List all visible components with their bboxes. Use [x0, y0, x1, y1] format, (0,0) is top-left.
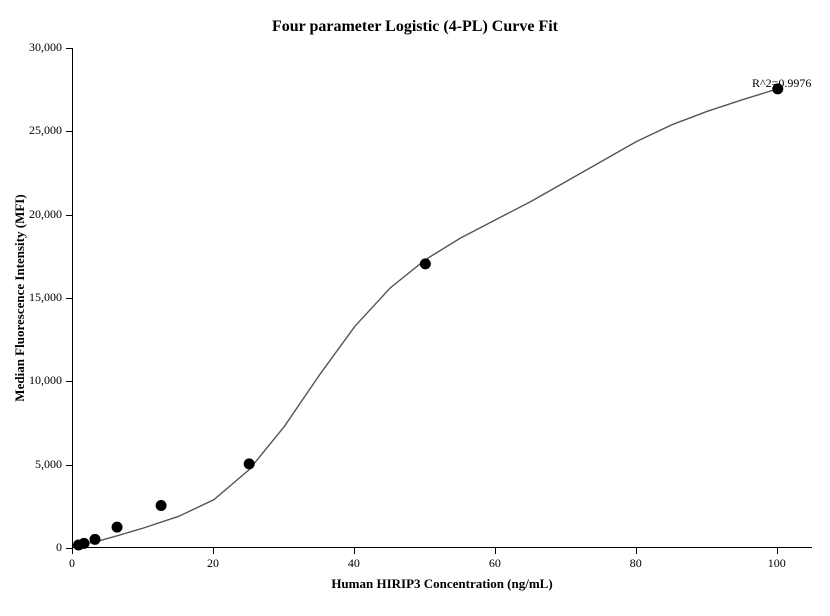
x-tick-mark [495, 548, 496, 554]
data-point [89, 534, 100, 545]
x-tick-mark [72, 548, 73, 554]
y-tick-label: 30,000 [0, 40, 62, 55]
y-tick-mark [66, 215, 72, 216]
r-squared-annotation: R^2=0.9976 [752, 76, 811, 91]
chart-title: Four parameter Logistic (4-PL) Curve Fit [0, 18, 830, 36]
data-point [156, 500, 167, 511]
data-point [420, 258, 431, 269]
x-axis-title: Human HIRIP3 Concentration (ng/mL) [72, 576, 812, 592]
x-tick-mark [213, 548, 214, 554]
data-point [244, 458, 255, 469]
y-tick-label: 20,000 [0, 207, 62, 222]
y-tick-mark [66, 381, 72, 382]
x-tick-label: 20 [193, 556, 233, 571]
y-tick-label: 10,000 [0, 373, 62, 388]
y-tick-label: 25,000 [0, 123, 62, 138]
fit-curve [73, 89, 778, 546]
plot-svg [73, 48, 812, 547]
y-tick-label: 5,000 [0, 457, 62, 472]
x-tick-mark [636, 548, 637, 554]
data-point [112, 522, 123, 533]
y-tick-mark [66, 465, 72, 466]
data-point [78, 538, 89, 549]
y-tick-mark [66, 131, 72, 132]
y-tick-label: 15,000 [0, 290, 62, 305]
plot-area [72, 48, 812, 548]
x-tick-label: 80 [616, 556, 656, 571]
x-tick-label: 100 [757, 556, 797, 571]
y-tick-label: 0 [0, 540, 62, 555]
x-tick-label: 0 [52, 556, 92, 571]
chart-root: Four parameter Logistic (4-PL) Curve Fit… [0, 0, 830, 616]
x-tick-label: 60 [475, 556, 515, 571]
y-tick-mark [66, 48, 72, 49]
x-tick-mark [354, 548, 355, 554]
y-tick-mark [66, 298, 72, 299]
x-tick-label: 40 [334, 556, 374, 571]
x-tick-mark [777, 548, 778, 554]
